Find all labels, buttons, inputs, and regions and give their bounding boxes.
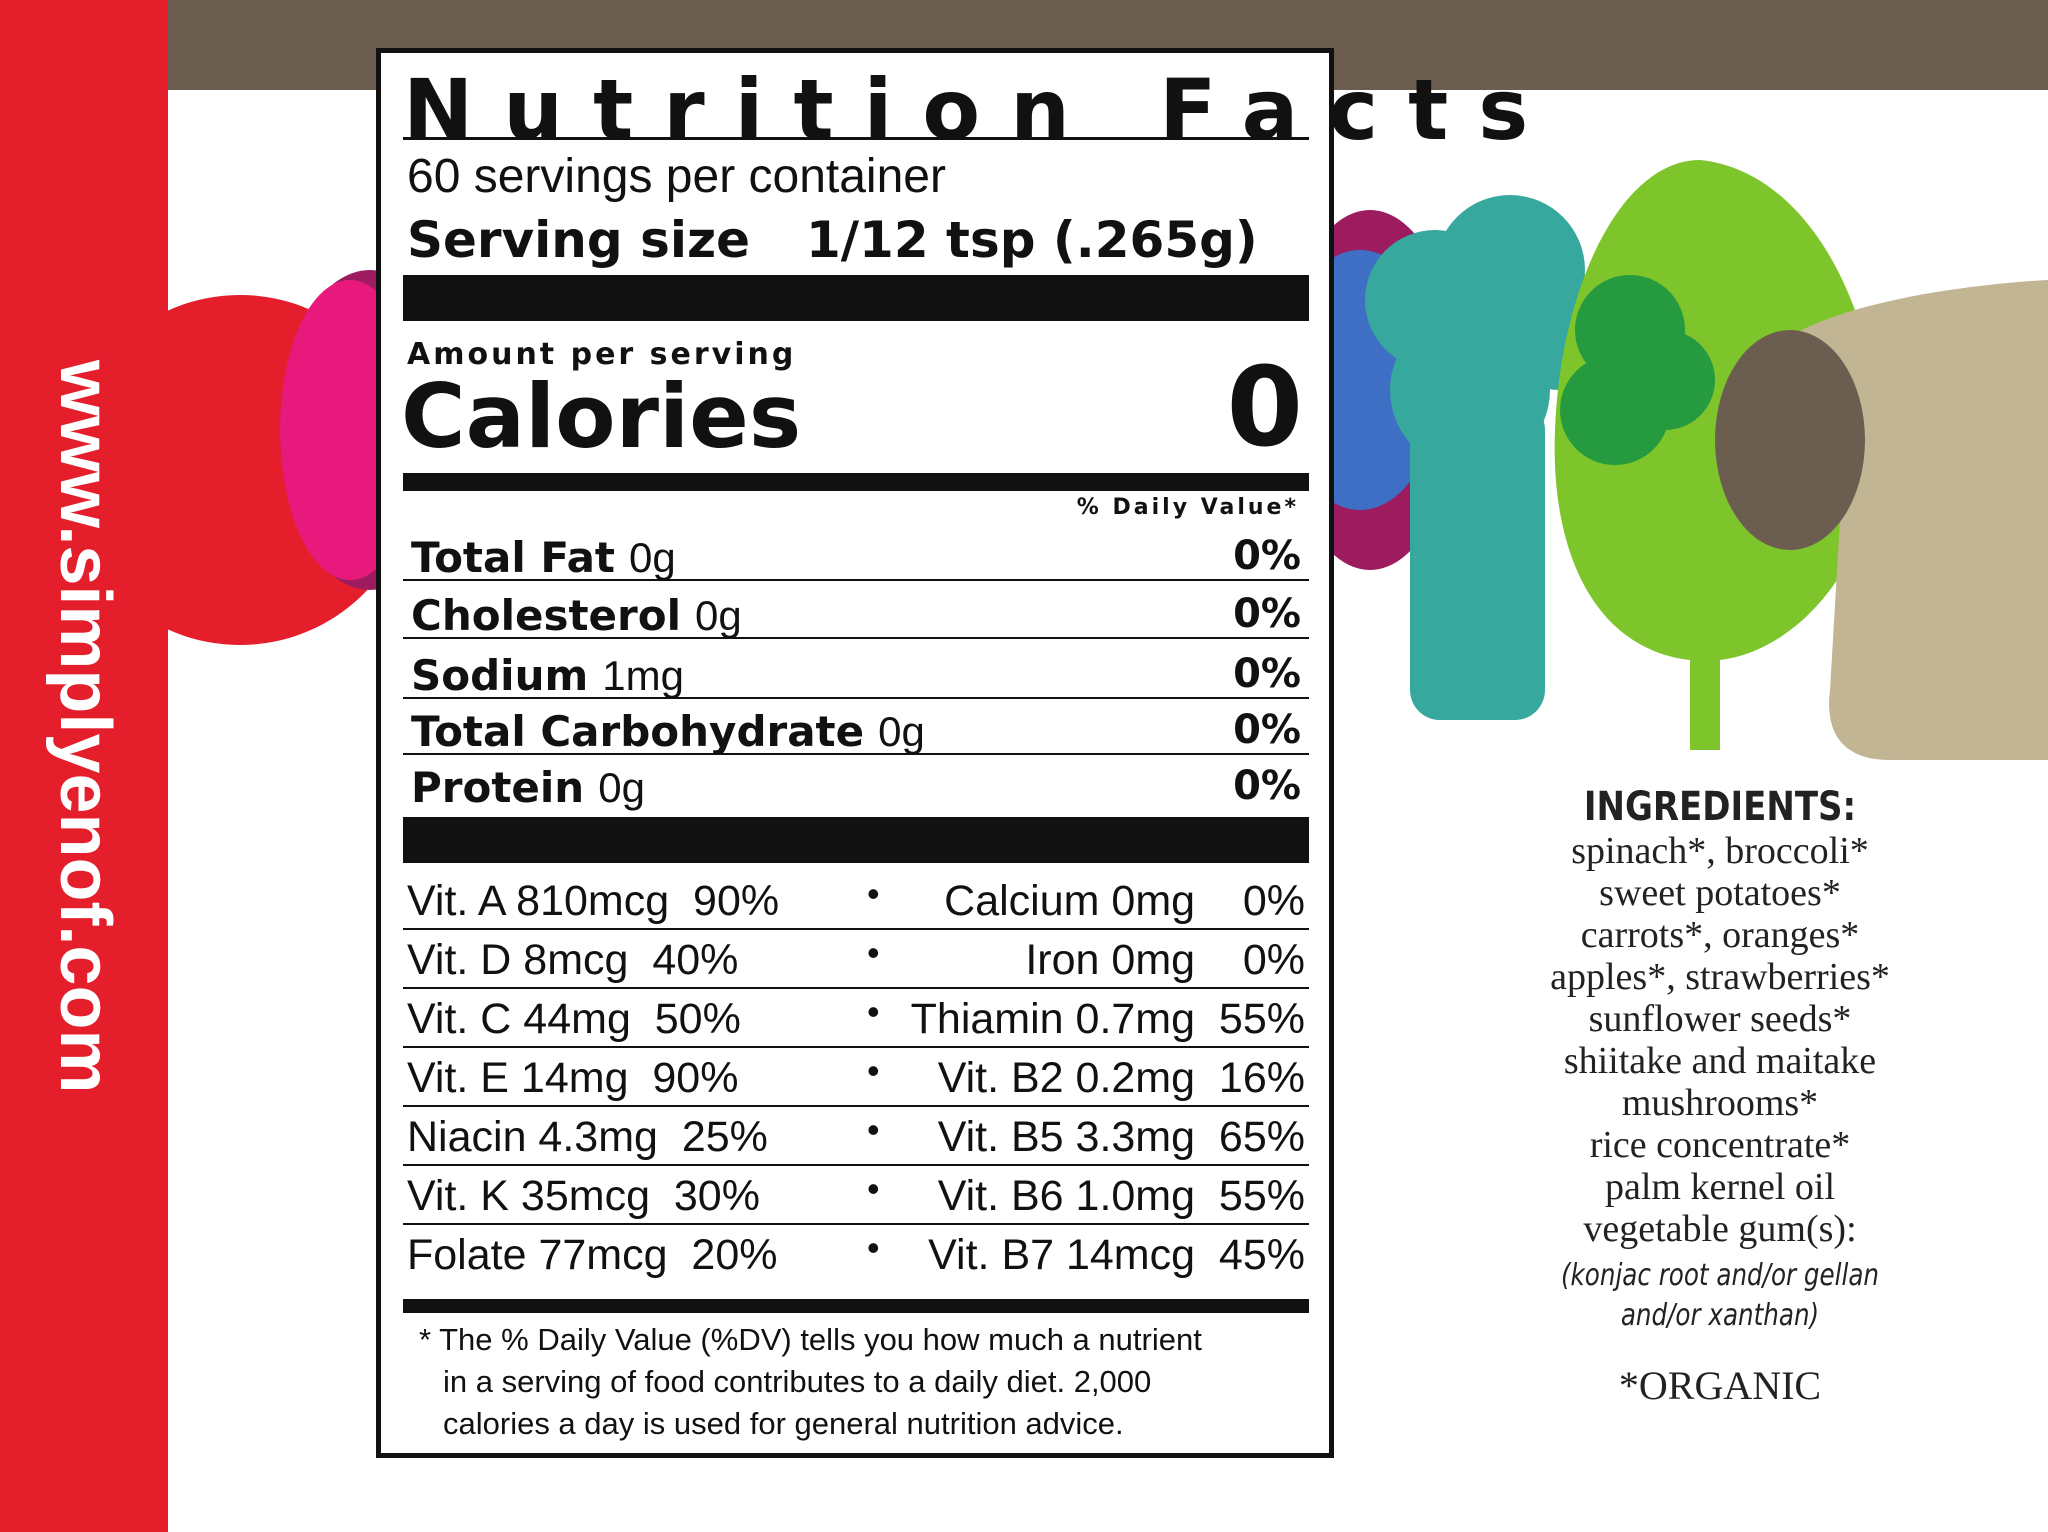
amount-per-serving: Amount per serving	[407, 337, 797, 372]
vitamin-row: Vit. E 14mg 90% • Vit. B2 0.2mg 16%	[403, 1048, 1309, 1107]
row-divider	[403, 1046, 1309, 1048]
ingredient-line: sweet potatoes*	[1599, 872, 1841, 914]
ingredient-line: mushrooms*	[1621, 1082, 1819, 1124]
vitamin-right: Thiamin 0.7mg 55%	[910, 995, 1305, 1043]
nutrient-row: Cholesterol 0g 0%	[403, 583, 1309, 640]
ingredient-line: spinach*, broccoli*	[1571, 830, 1869, 872]
ingredient-note: (konjac root and/or gellan and/or xantha…	[1507, 1256, 1933, 1336]
nutrient-dv: 0%	[1233, 533, 1301, 579]
ingredient-line: shiitake and maitake	[1563, 1040, 1877, 1082]
medium-divider	[403, 473, 1309, 491]
footnote-line: in a serving of food contributes to a da…	[443, 1364, 1152, 1399]
nutrient-amount: 0g	[598, 764, 645, 811]
serving-size-value: 1/12 tsp (.265g)	[806, 211, 1258, 269]
vitamin-right: Vit. B7 14mcg 45%	[928, 1231, 1305, 1279]
nutrient-dv: 0%	[1233, 763, 1301, 809]
vitamin-row: Folate 77mcg 20% • Vit. B7 14mcg 45%	[403, 1225, 1309, 1284]
ingredient-line: rice concentrate*	[1589, 1124, 1851, 1166]
broccoli-stem	[1410, 400, 1545, 720]
row-divider	[403, 753, 1309, 755]
ingredient-line: palm kernel oil	[1604, 1166, 1836, 1208]
row-divider	[403, 987, 1309, 989]
nutrient-row: Sodium 1mg 0%	[403, 643, 1309, 700]
nutrition-facts-panel: Nutrition Facts 60 servings per containe…	[376, 48, 1528, 1458]
nutrient-name: Protein	[411, 763, 585, 812]
thick-divider	[403, 275, 1309, 321]
nutrient-name: Cholesterol	[411, 591, 681, 640]
vitamin-row: Vit. C 44mg 50% • Thiamin 0.7mg 55%	[403, 989, 1309, 1048]
vitamin-left: Vit. C 44mg 50%	[407, 995, 741, 1043]
row-divider	[403, 928, 1309, 930]
footnote-line: * The % Daily Value (%DV) tells you how …	[419, 1322, 1202, 1357]
vitamin-left: Vit. E 14mg 90%	[407, 1054, 739, 1102]
nutrient-amount: 0g	[878, 708, 925, 755]
vitamin-left: Folate 77mcg 20%	[407, 1231, 778, 1279]
vitamin-left: Vit. K 35mcg 30%	[407, 1172, 760, 1220]
divider	[403, 137, 1309, 140]
nutrient-dv: 0%	[1233, 591, 1301, 637]
vitamin-row: Vit. A 810mcg 90% • Calcium 0mg 0%	[403, 871, 1309, 930]
nutrient-row: Protein 0g 0%	[403, 755, 1309, 812]
website-url-container: www.simplyenof.com	[40, 360, 130, 1093]
vitamin-left: Vit. A 810mcg 90%	[407, 877, 780, 925]
organic-note: *ORGANIC	[1618, 1363, 1822, 1408]
ingredient-line: sunflower seeds*	[1588, 998, 1852, 1040]
nutrient-dv: 0%	[1233, 707, 1301, 753]
servings-per-container: 60 servings per container	[407, 150, 946, 203]
nutrient-name: Sodium	[411, 651, 589, 700]
vitamin-right: Vit. B6 1.0mg 55%	[937, 1172, 1305, 1220]
vitamin-right: Iron 0mg 0%	[1025, 936, 1305, 984]
nutrient-row: Total Carbohydrate 0g 0%	[403, 699, 1309, 756]
ingredient-note-line: (konjac root and/or gellan	[1560, 1258, 1880, 1293]
calories-label: Calories	[401, 365, 802, 468]
nutrient-row: Total Fat 0g 0%	[403, 525, 1309, 582]
bullet: •	[867, 1168, 880, 1209]
row-divider	[403, 637, 1309, 639]
vitamin-right: Calcium 0mg 0%	[944, 877, 1305, 925]
nutrient-amount: 1mg	[602, 652, 684, 699]
ingredients-heading: INGREDIENTS:	[1583, 784, 1857, 830]
website-url[interactable]: www.simplyenof.com	[45, 360, 125, 1094]
nutrition-facts-title: Nutrition Facts	[403, 61, 1559, 159]
nutrient-amount: 0g	[695, 592, 742, 639]
row-divider	[403, 1164, 1309, 1166]
row-divider	[403, 579, 1309, 581]
row-divider	[403, 697, 1309, 699]
ingredient-line: apples*, strawberries*	[1550, 956, 1890, 998]
daily-value-header: % Daily Value*	[1076, 495, 1299, 520]
vitamin-row: Vit. K 35mcg 30% • Vit. B6 1.0mg 55%	[403, 1166, 1309, 1225]
nutrient-name: Total Fat	[411, 533, 616, 582]
ingredients-block: INGREDIENTS: spinach*, broccoli* sweet p…	[1460, 784, 1980, 1409]
bullet: •	[867, 1050, 880, 1091]
bullet: •	[867, 873, 880, 914]
ingredient-line: carrots*, oranges*	[1580, 914, 1860, 956]
vitamin-left: Vit. D 8mcg 40%	[407, 936, 739, 984]
thick-divider	[403, 817, 1309, 863]
row-divider	[403, 1105, 1309, 1107]
bullet: •	[867, 991, 880, 1032]
vitamin-left: Niacin 4.3mg 25%	[407, 1113, 768, 1161]
footnote-line: calories a day is used for general nutri…	[443, 1406, 1124, 1441]
daily-value-footnote: * The % Daily Value (%DV) tells you how …	[419, 1319, 1299, 1445]
calories-value: 0	[1226, 343, 1303, 471]
vitamin-right: Vit. B5 3.3mg 65%	[937, 1113, 1305, 1161]
ingredient-line: vegetable gum(s):	[1583, 1208, 1857, 1250]
bullet: •	[867, 1227, 880, 1268]
vitamin-right: Vit. B2 0.2mg 16%	[937, 1054, 1305, 1102]
ingredient-note-line: and/or xanthan)	[1620, 1298, 1820, 1333]
medium-divider	[403, 1299, 1309, 1313]
bullet: •	[867, 1109, 880, 1150]
nutrient-name: Total Carbohydrate	[411, 707, 865, 756]
nutrient-dv: 0%	[1233, 651, 1301, 697]
bullet: •	[867, 932, 880, 973]
nutrient-amount: 0g	[629, 534, 676, 581]
red-side-band	[0, 0, 168, 1532]
vitamin-row: Niacin 4.3mg 25% • Vit. B5 3.3mg 65%	[403, 1107, 1309, 1166]
serving-size-label: Serving size	[407, 211, 751, 269]
vitamin-row: Vit. D 8mcg 40% • Iron 0mg 0%	[403, 930, 1309, 989]
row-divider	[403, 1223, 1309, 1225]
